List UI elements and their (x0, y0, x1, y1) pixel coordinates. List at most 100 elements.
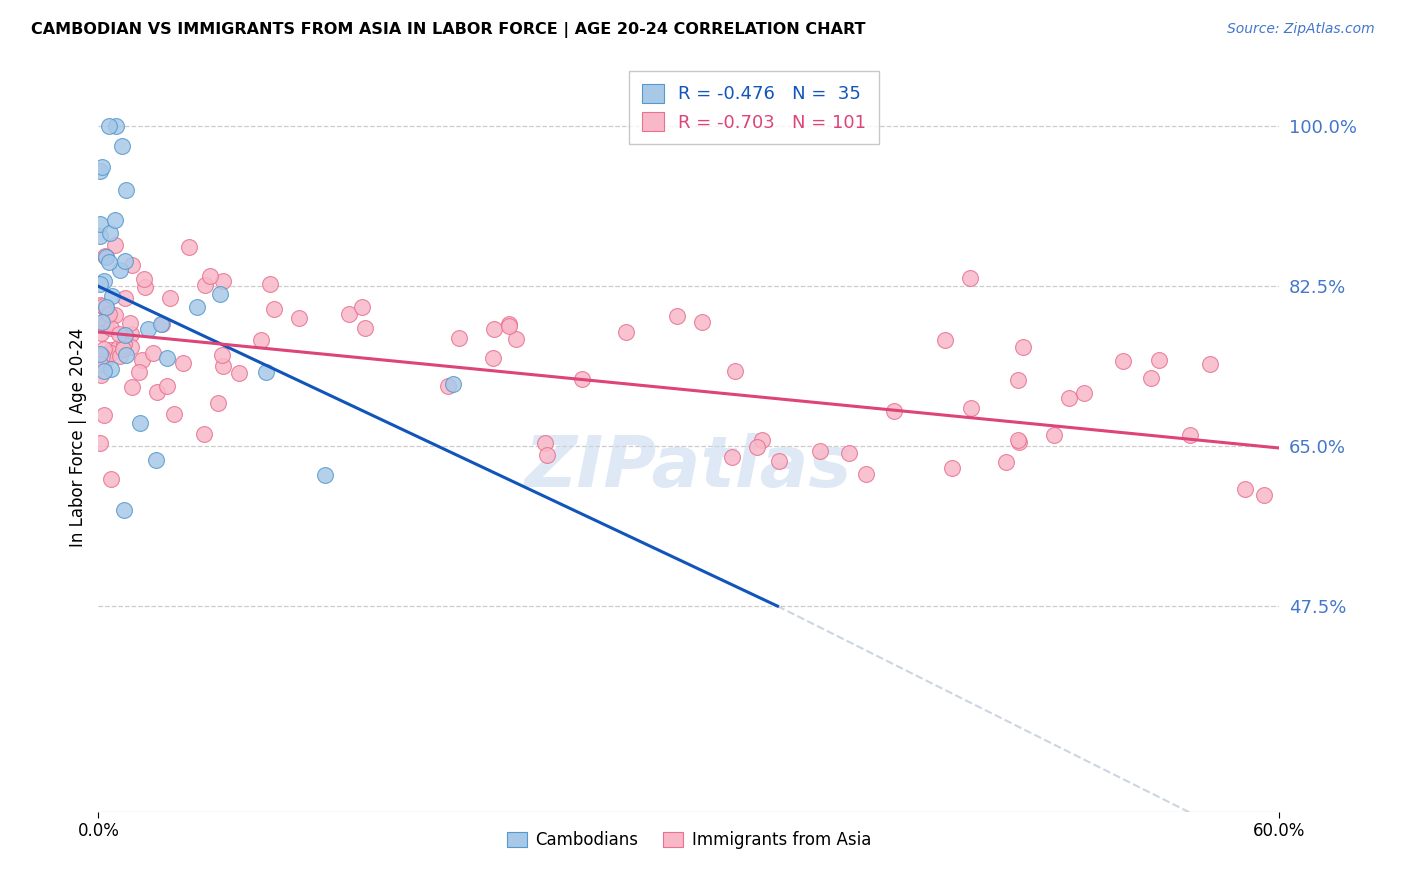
Point (93, 363, 115, 377)
Point (1057, 392, 1080, 406)
Point (96, 309, 118, 323)
Point (855, 467, 877, 482)
Point (482, 351, 505, 366)
Point (110, 139, 132, 153)
Point (156, 351, 179, 365)
Point (132, 272, 155, 286)
Point (91, 299, 114, 313)
Point (690, 315, 713, 329)
Point (959, 401, 981, 416)
Point (1149, 352, 1171, 367)
Point (194, 278, 217, 293)
Point (720, 450, 742, 465)
Point (314, 468, 336, 483)
Point (209, 286, 232, 301)
Point (883, 403, 905, 417)
Point (115, 183, 138, 197)
Point (100, 343, 122, 358)
Point (534, 436, 557, 450)
Point (768, 454, 790, 468)
Point (136, 322, 159, 336)
Point (1253, 488, 1275, 502)
Point (159, 291, 181, 305)
Point (1233, 482, 1256, 496)
Point (142, 346, 165, 360)
Point (150, 317, 173, 331)
Point (1007, 373, 1029, 387)
Point (129, 416, 152, 430)
Point (94, 249, 117, 263)
Point (1112, 354, 1135, 368)
Point (112, 336, 135, 351)
Point (114, 254, 136, 268)
Point (114, 291, 136, 305)
Point (96, 300, 118, 314)
Point (995, 455, 1018, 469)
Point (128, 365, 150, 379)
Point (1139, 371, 1161, 385)
Point (145, 453, 167, 467)
Point (838, 446, 860, 460)
Point (571, 372, 593, 386)
Point (941, 461, 963, 475)
Point (121, 380, 143, 394)
Point (211, 348, 233, 362)
Point (104, 238, 127, 252)
Point (100, 346, 122, 360)
Point (111, 342, 134, 356)
Point (89, 298, 111, 312)
Point (98, 307, 121, 321)
Point (1007, 433, 1029, 447)
Legend: Cambodians, Immigrants from Asia: Cambodians, Immigrants from Asia (501, 824, 877, 855)
Point (934, 334, 956, 348)
Point (134, 280, 156, 294)
Point (441, 376, 464, 391)
Point (108, 349, 131, 363)
Point (120, 340, 142, 354)
Point (94, 316, 117, 330)
Point (93, 342, 115, 356)
Point (93, 408, 115, 422)
Point (89, 163, 111, 178)
Point (747, 440, 769, 454)
Point (337, 307, 360, 321)
Point (259, 277, 281, 291)
Point (97, 120, 120, 134)
Point (179, 240, 201, 254)
Point (212, 359, 235, 373)
Point (90, 368, 112, 383)
Point (98, 226, 121, 240)
Point (1008, 435, 1031, 450)
Point (250, 333, 273, 347)
Point (163, 408, 186, 422)
Point (89, 347, 111, 361)
Point (104, 212, 127, 227)
Point (100, 288, 122, 302)
Point (959, 271, 981, 285)
Point (1042, 427, 1064, 442)
Point (505, 332, 527, 346)
Point (93, 274, 115, 288)
Point (120, 327, 142, 342)
Point (103, 308, 125, 322)
Point (89, 357, 111, 371)
Point (108, 262, 131, 277)
Point (100, 472, 122, 486)
Point (1073, 386, 1095, 401)
Point (121, 259, 143, 273)
Point (436, 379, 458, 393)
Point (108, 326, 131, 341)
Y-axis label: In Labor Force | Age 20-24: In Labor Force | Age 20-24 (69, 327, 87, 547)
Point (94, 251, 117, 265)
Point (186, 300, 208, 314)
Text: Source: ZipAtlas.com: Source: ZipAtlas.com (1227, 22, 1375, 37)
Point (115, 348, 138, 362)
Point (751, 433, 773, 447)
Point (1180, 428, 1202, 442)
Point (93, 355, 115, 369)
Point (172, 356, 194, 370)
Point (156, 379, 179, 393)
Point (447, 331, 470, 345)
Point (91, 315, 114, 329)
Point (91, 160, 114, 174)
